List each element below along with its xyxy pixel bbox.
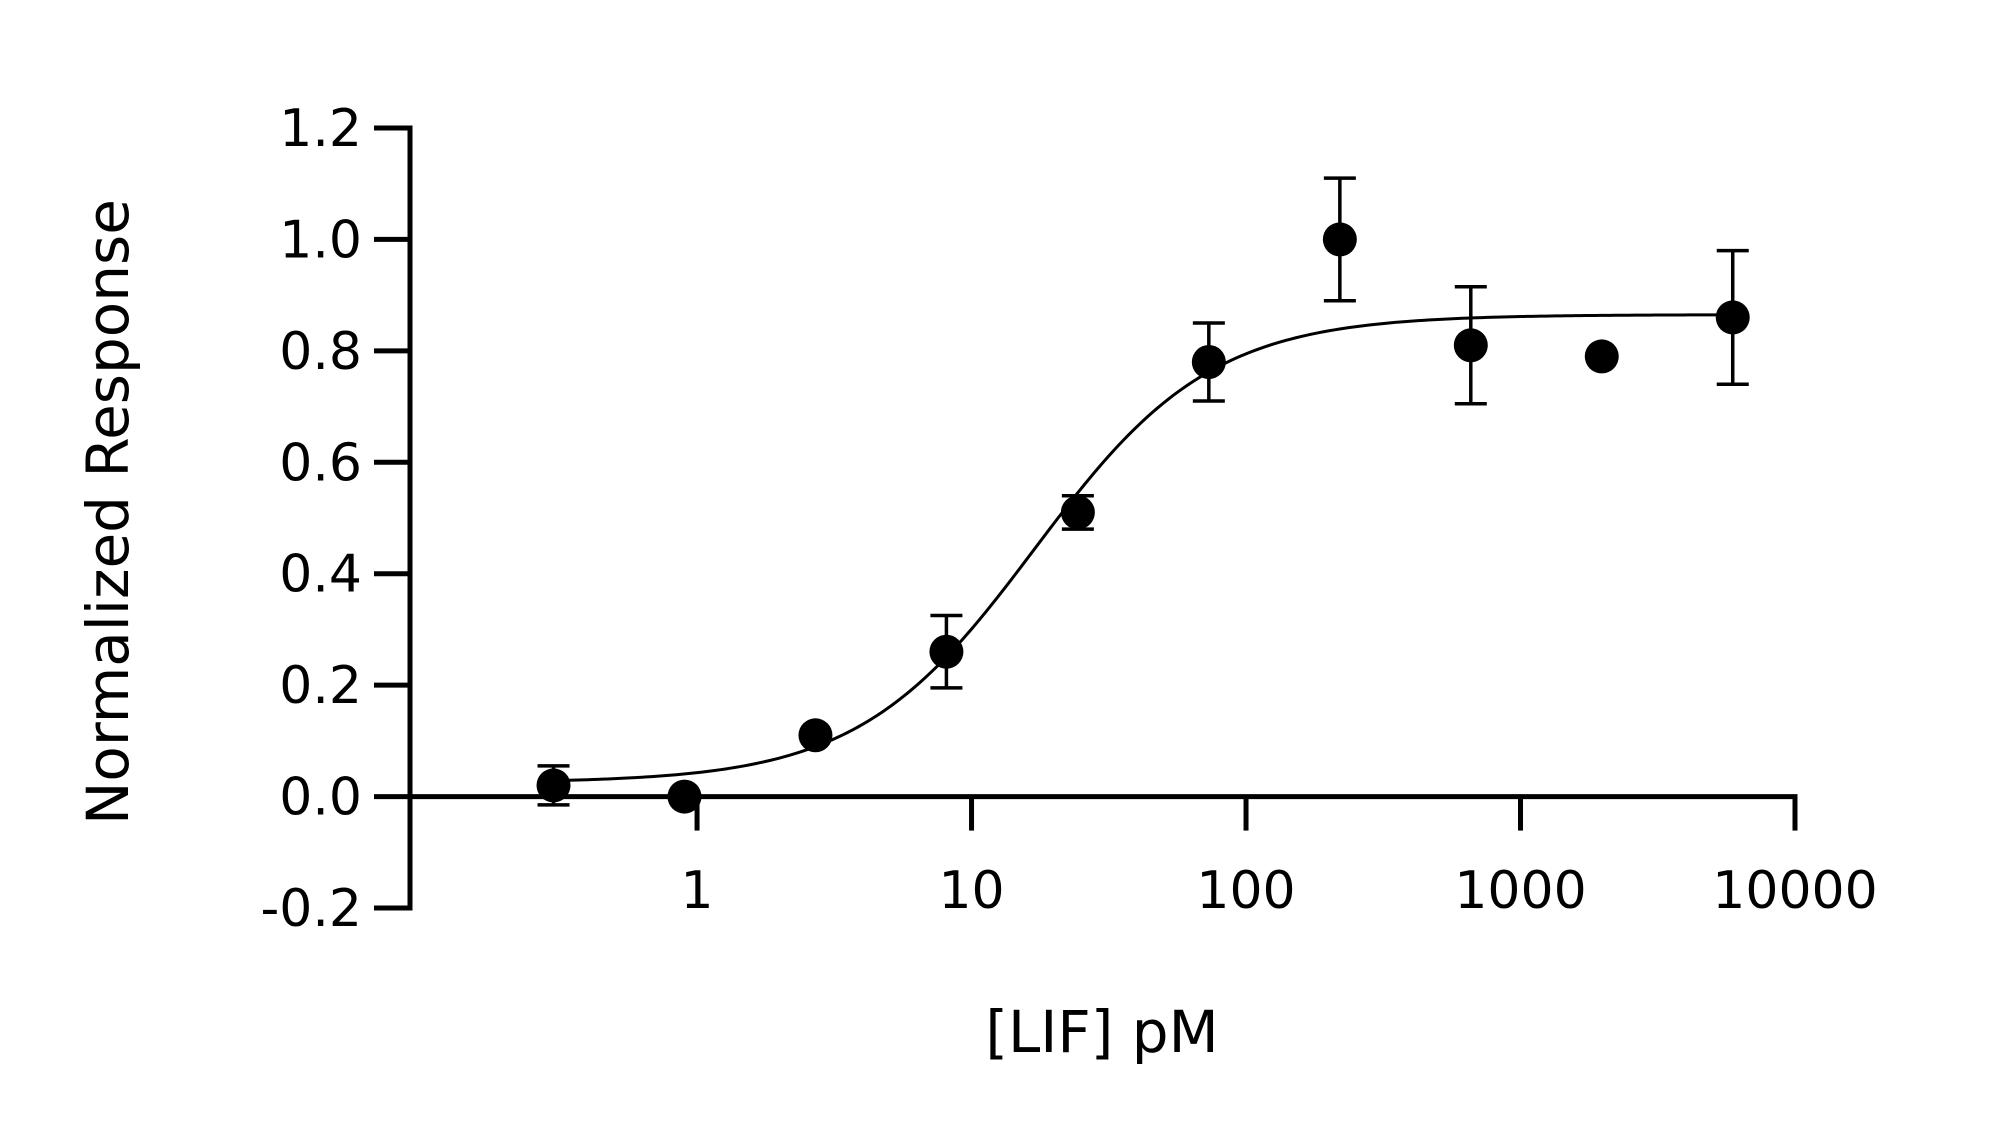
y-tick-label: 0.6 bbox=[279, 433, 362, 493]
y-tick-label: 0.0 bbox=[279, 768, 362, 828]
data-point bbox=[1191, 345, 1226, 379]
x-axis-ticks: 1 10 100 1000 10000 bbox=[681, 796, 1878, 921]
data-point bbox=[536, 768, 571, 803]
data-points bbox=[536, 222, 1750, 814]
x-tick-label: 100 bbox=[1196, 861, 1295, 921]
y-axis-ticks: -0.2 0.0 0.2 0.4 0.6 0.8 1.0 1.2 bbox=[261, 99, 410, 939]
x-tick-label: 1 bbox=[681, 861, 714, 921]
y-tick-label: -0.2 bbox=[261, 879, 362, 939]
data-point bbox=[798, 718, 833, 753]
data-point bbox=[1584, 339, 1619, 374]
y-tick-label: 1.0 bbox=[279, 210, 362, 270]
y-tick-label: 0.4 bbox=[279, 545, 362, 605]
data-point bbox=[667, 779, 702, 814]
data-point bbox=[1453, 328, 1488, 363]
y-tick-label: 0.8 bbox=[279, 322, 362, 382]
data-point bbox=[1322, 222, 1357, 257]
x-tick-label: 10 bbox=[938, 861, 1004, 921]
error-bars bbox=[537, 176, 1749, 807]
x-axis-title: [LIF] pM bbox=[985, 998, 1218, 1066]
y-tick-label: 1.2 bbox=[279, 99, 362, 159]
fit-curve bbox=[553, 313, 1733, 783]
y-tick-label: 0.2 bbox=[279, 656, 362, 716]
x-tick-label: 10000 bbox=[1712, 861, 1877, 921]
x-tick-label: 1000 bbox=[1454, 861, 1586, 921]
data-point bbox=[929, 634, 964, 669]
y-axis-title: Normalized Response bbox=[74, 199, 142, 825]
data-point bbox=[1715, 300, 1750, 335]
data-point bbox=[1060, 495, 1095, 530]
